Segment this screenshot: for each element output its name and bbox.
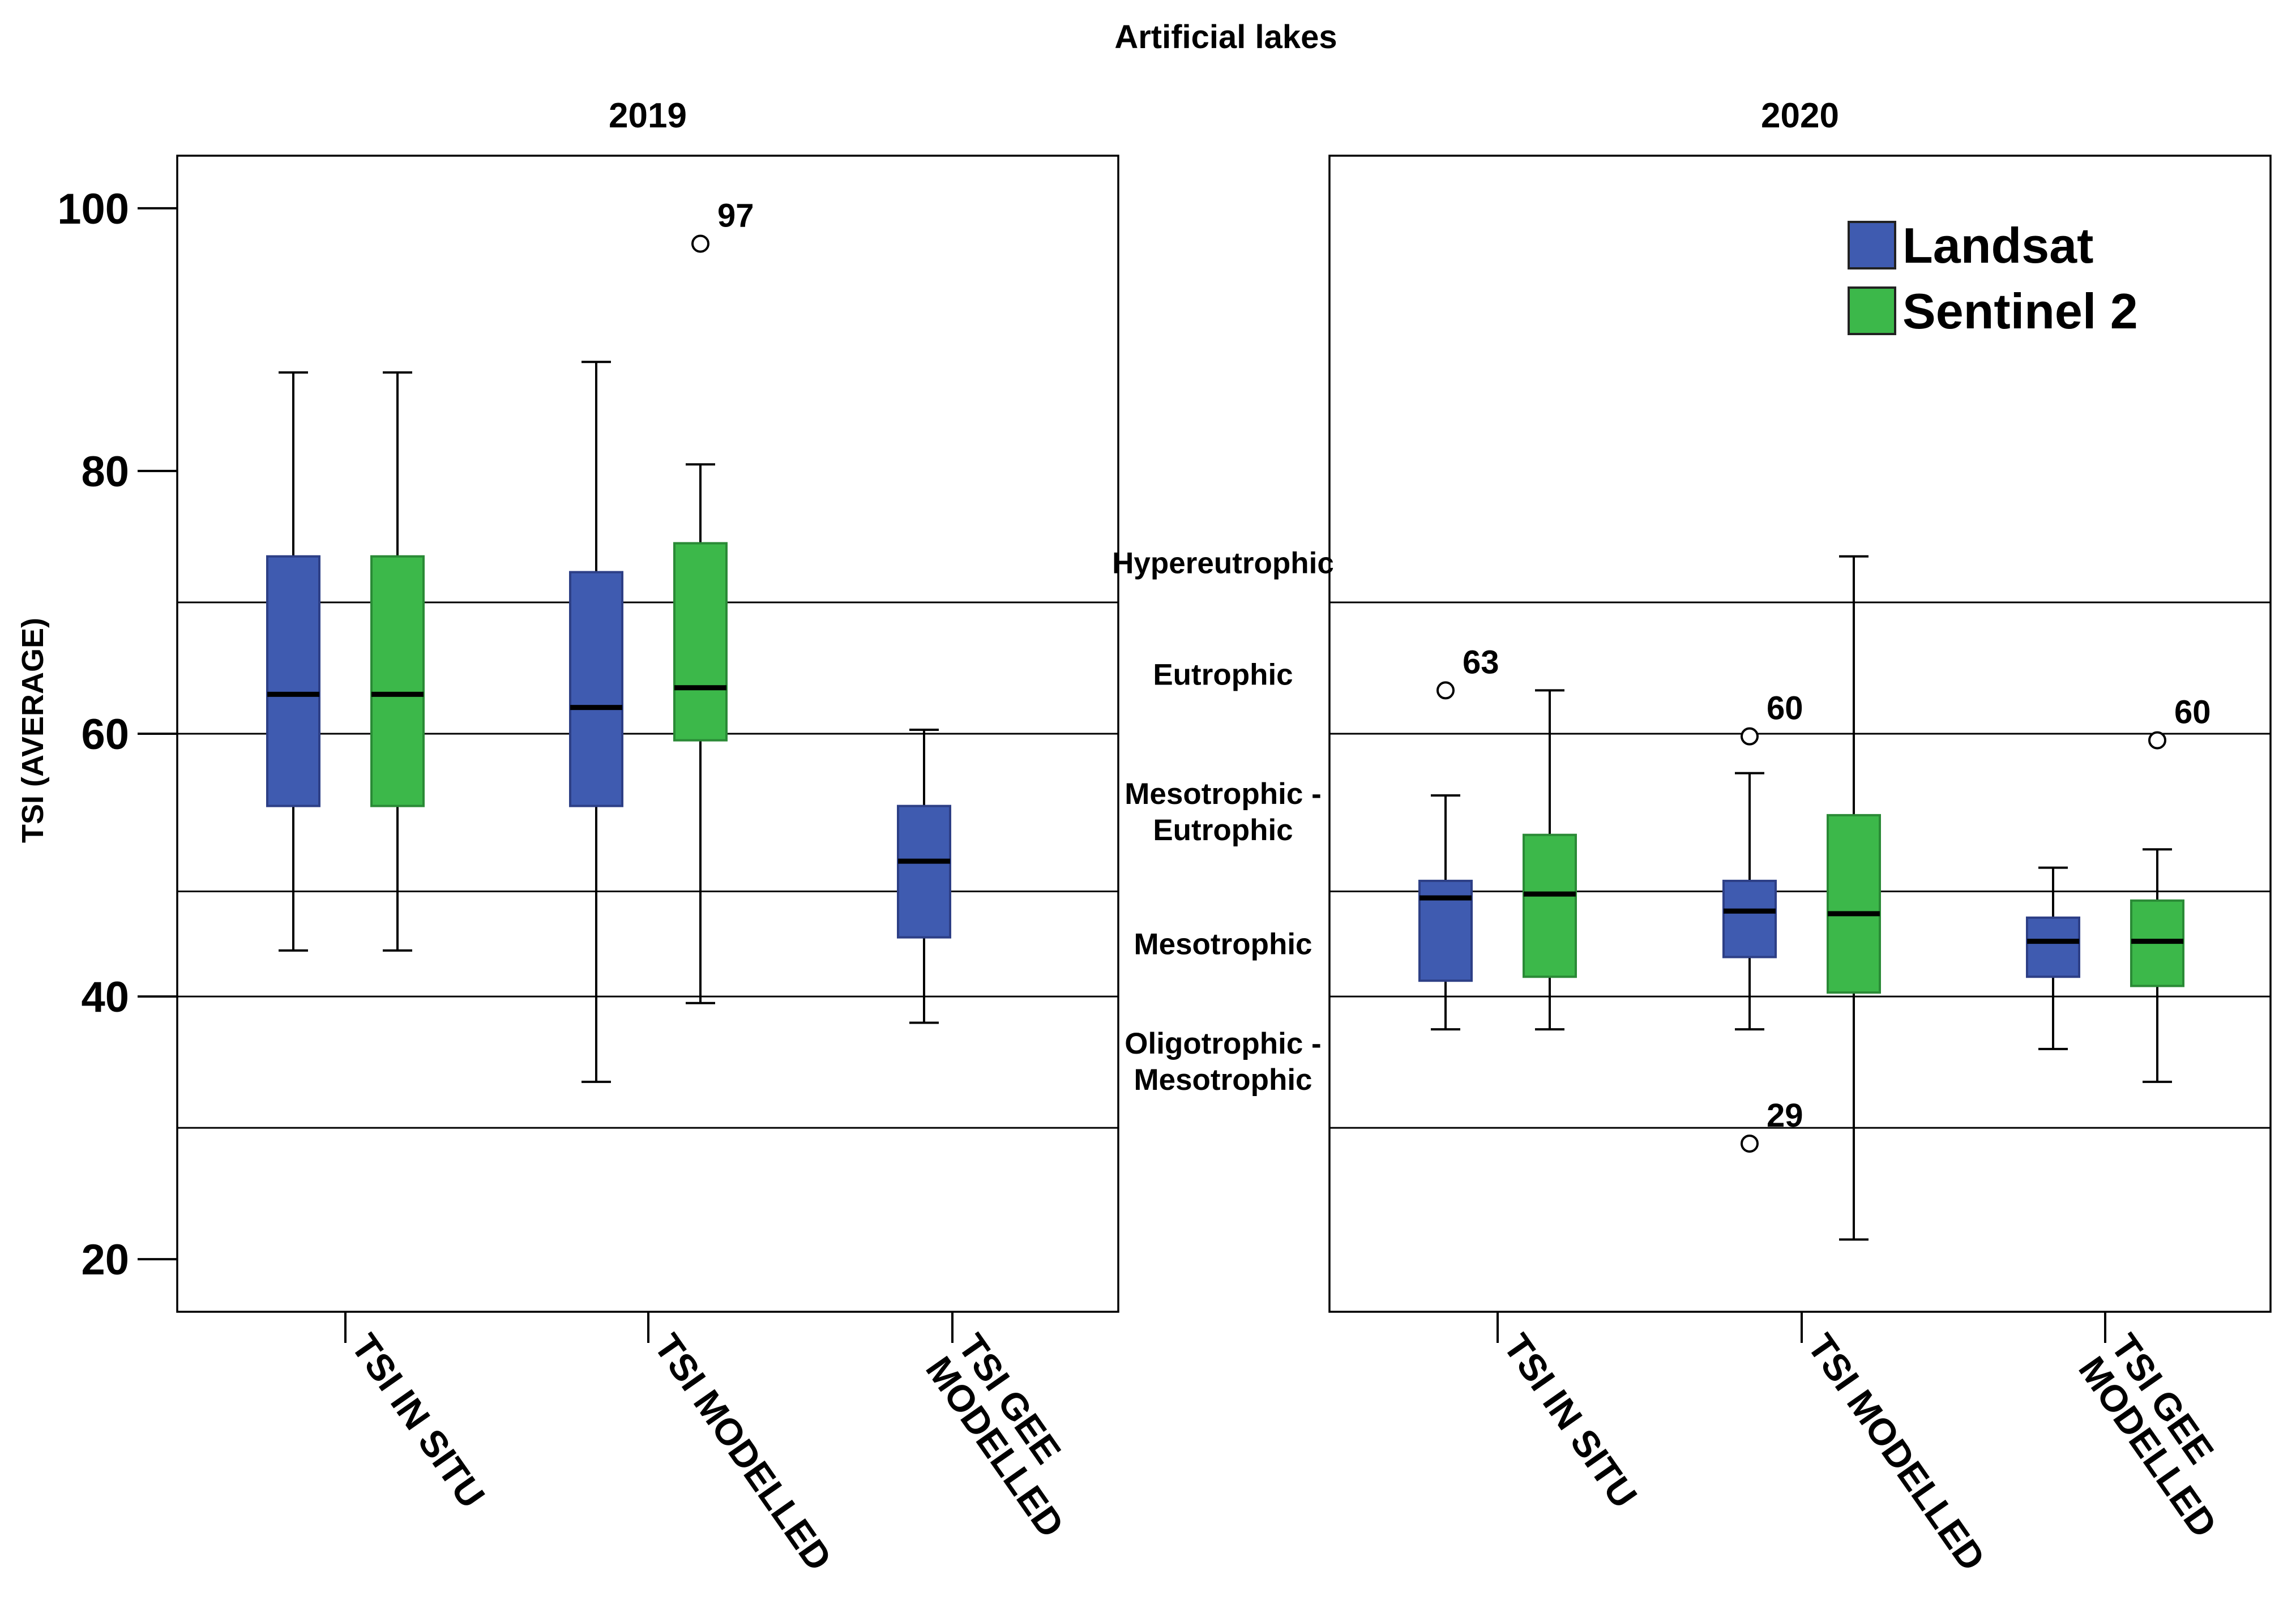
box-sentinel-2: 60: [2130, 694, 2211, 1083]
outlier-label: 97: [717, 197, 754, 234]
outlier-point: [691, 234, 709, 253]
y-tick-label: 40: [81, 973, 129, 1021]
outlier-point: [2148, 731, 2166, 750]
trophic-zone-label-line: Mesotrophic -: [1125, 777, 1321, 811]
box-landsat: [897, 729, 951, 1024]
legend: Landsat Sentinel 2: [1848, 217, 2138, 339]
trophic-zone-label: Mesotrophic: [1134, 927, 1312, 961]
box-sentinel-2: [370, 371, 425, 952]
legend-swatch: [1848, 221, 1896, 269]
trophic-zone-label-line: Eutrophic: [1153, 814, 1293, 847]
outlier-label: 60: [1767, 690, 1803, 727]
y-tick-label: 100: [57, 185, 129, 233]
trophic-zone-label: Oligotrophic -Mesotrophic: [1125, 1027, 1321, 1097]
iqr-box: [897, 804, 951, 939]
box-sentinel-2: 97: [673, 197, 754, 1004]
outlier-label: 63: [1463, 644, 1499, 681]
iqr-box: [2026, 916, 2080, 978]
y-tick-label: 20: [81, 1236, 129, 1284]
trophic-zone-label-line: Mesotrophic: [1134, 1063, 1312, 1097]
box-sentinel-2: [1523, 689, 1577, 1031]
trophic-zone-label-line: Hypereutrophic: [1112, 546, 1334, 580]
legend-label: Landsat: [1902, 217, 2093, 273]
trophic-zone-label-line: Mesotrophic: [1134, 927, 1312, 961]
iqr-box: [370, 555, 425, 807]
y-tick-label: 60: [81, 711, 129, 759]
panel-title: 2019: [609, 96, 687, 135]
outlier-point: [1741, 727, 1759, 746]
trophic-zone-label-line: Oligotrophic -: [1125, 1027, 1321, 1060]
panel-frame: [1328, 155, 2272, 1313]
iqr-box: [1523, 833, 1577, 978]
y-tick-label: 80: [81, 448, 129, 496]
outlier-point: [1436, 681, 1455, 700]
panel-title: 2020: [1761, 96, 1839, 135]
trophic-zone-label: Eutrophic: [1153, 658, 1293, 692]
iqr-box: [569, 571, 623, 807]
legend-label: Sentinel 2: [1902, 283, 2138, 339]
iqr-box: [266, 555, 320, 807]
legend-swatch: [1848, 286, 1896, 335]
outlier-label: 29: [1767, 1097, 1803, 1134]
box-landsat: 60 29: [1722, 690, 1803, 1153]
outlier-point: [1741, 1134, 1759, 1153]
trophic-zone-label: Hypereutrophic: [1112, 546, 1334, 580]
chart-title: Artificial lakes: [1114, 19, 1337, 55]
outlier-label: 60: [2174, 694, 2211, 731]
box-landsat: [2026, 866, 2080, 1050]
box-landsat: [569, 361, 623, 1083]
iqr-box: [673, 542, 728, 742]
box-landsat: [266, 371, 320, 952]
trophic-zone-label: Mesotrophic -Eutrophic: [1125, 777, 1321, 847]
iqr-box: [1722, 879, 1777, 958]
iqr-box: [1827, 814, 1881, 994]
box-landsat: 63: [1418, 644, 1499, 1031]
box-sentinel-2: [1827, 555, 1881, 1241]
y-axis-label: TSI (AVERAGE): [16, 618, 50, 843]
trophic-zone-label-line: Eutrophic: [1153, 658, 1293, 692]
